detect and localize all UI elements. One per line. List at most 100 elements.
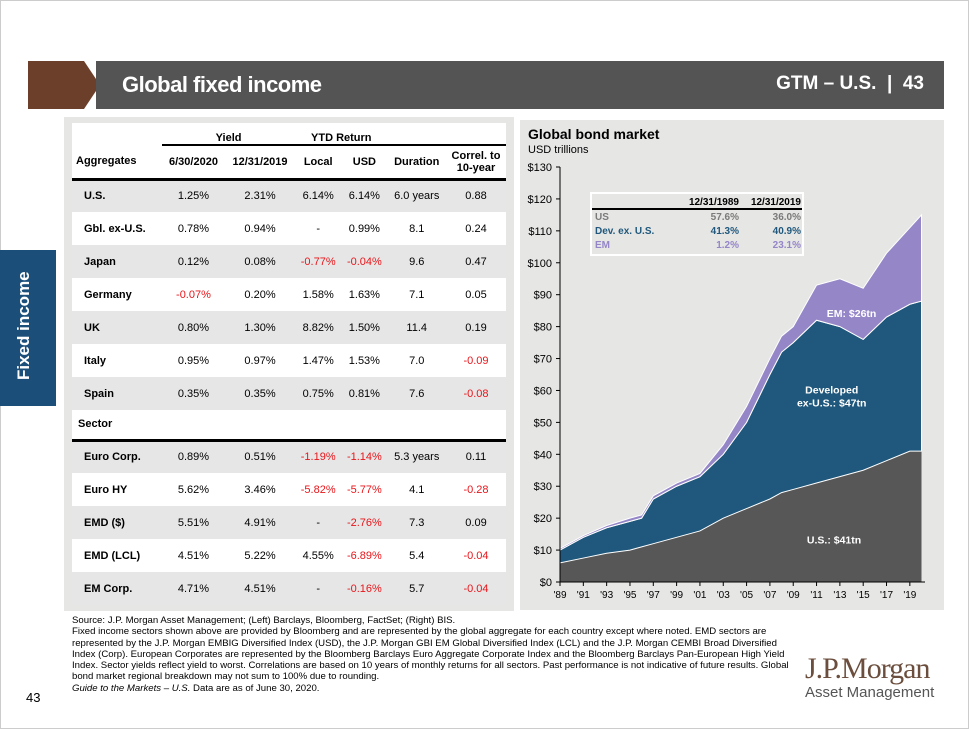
cell-value: 0.12%: [162, 245, 225, 278]
x-tick-label: '01: [693, 590, 706, 601]
methodology-note: Fixed income sectors shown above are pro…: [72, 626, 789, 683]
cell-value: 1.58%: [302, 288, 334, 301]
cell-value: -: [316, 222, 321, 235]
cell-value: 4.51%: [177, 549, 210, 562]
cell-value: 7.6: [387, 377, 446, 410]
y-tick-label: $100: [528, 258, 552, 270]
cell-value: -0.09: [463, 354, 489, 367]
cell-value: 8.1: [409, 222, 425, 235]
legend-cell: Dev. ex. U.S.: [595, 225, 655, 237]
row-label: Euro Corp.: [72, 440, 163, 473]
legend-row: US 57.6% 36.0%: [592, 210, 802, 224]
cell-value: 0.95%: [177, 354, 210, 367]
x-tick-label: '05: [740, 590, 753, 601]
gtm-label: GTM – U.S. | 43: [776, 73, 924, 94]
y-tick-label: $40: [534, 449, 552, 461]
cell-value: 0.35%: [224, 377, 296, 410]
column-header: Duration: [387, 145, 446, 181]
legend-cell: 40.9%: [772, 225, 801, 237]
cell-value: 9.6: [387, 245, 446, 278]
cell-value: -1.14%: [341, 440, 388, 473]
chart-svg: $0 $10 $20 $30 $40 $50 $60 $70 $80 $90 $100 $110 $12…: [528, 162, 925, 601]
row-label: EMD ($): [72, 506, 163, 539]
x-tick-label: '03: [717, 590, 730, 601]
cell-value: 4.91%: [224, 506, 296, 539]
y-tick-label: $50: [534, 417, 552, 429]
y-tick-label: $80: [534, 322, 552, 334]
sector-heading: Sector: [72, 410, 506, 442]
area-em: [559, 213, 923, 551]
cell-value: 0.20%: [244, 288, 276, 301]
y-tick-label: $130: [528, 162, 552, 174]
cell-value: -0.08: [446, 377, 506, 410]
series-label: U.S.: $41tn: [807, 535, 861, 547]
table-row: U.S. 1.25% 2.31% 6.14% 6.14% 6.0 years 0.88: [72, 179, 506, 212]
footnotes: Source: J.P. Morgan Asset Management; (L…: [72, 615, 802, 694]
cell-value: 5.22%: [244, 549, 276, 562]
legend-row: Dev. ex. U.S. 41.3% 40.9%: [592, 224, 802, 238]
cell-value: 1.53%: [348, 354, 380, 367]
cell-value: 4.1: [409, 483, 425, 496]
cell-value: -6.89%: [346, 549, 382, 562]
area-u-s-: [560, 451, 922, 582]
column-header: Aggregates: [72, 145, 163, 181]
cell-value: 1.25%: [162, 179, 225, 212]
cell-value: 0.09: [446, 506, 506, 539]
global-bond-market-chart: Global bond market USD trillions $0 $10 $2…: [520, 120, 944, 610]
y-tick-label: $70: [534, 354, 552, 366]
row-label: EM Corp.: [72, 572, 163, 605]
cell-value: -: [295, 506, 342, 539]
cell-value: 1.30%: [224, 311, 296, 344]
legend-cell: 23.1%: [772, 239, 801, 251]
cell-value: 4.71%: [162, 572, 225, 605]
table-row: Gbl. ex-U.S. 0.78% 0.94% - 0.99% 8.1 0.24: [72, 212, 506, 245]
legend-header: 12/31/1989: [688, 197, 739, 208]
x-tick-label: '13: [833, 590, 846, 601]
source-note: Source: J.P. Morgan Asset Management; (L…: [72, 615, 456, 626]
x-tick-label: '91: [577, 590, 590, 601]
cell-value: -5.77%: [346, 483, 382, 496]
share-legend-table: 12/31/1989 12/31/2019 US 57.6% 36.0% Dev. ex.…: [590, 192, 804, 256]
legend-cell: 41.3%: [710, 225, 739, 237]
column-header: USD: [341, 145, 388, 181]
cell-value: 0.05: [465, 288, 487, 301]
x-tick-label: '93: [600, 590, 613, 601]
x-tick-label: '89: [553, 590, 566, 601]
cell-value: 5.4: [409, 549, 425, 562]
y-tick-label: $110: [528, 226, 552, 238]
series-label: EM: $26tn: [827, 308, 877, 320]
cell-value: 4.55%: [302, 549, 334, 562]
header-bar: Global fixed income GTM – U.S. | 43: [96, 61, 944, 109]
jpmorgan-logo: J.P.Morgan Asset Management: [805, 652, 935, 701]
legend-row: EM 1.2% 23.1%: [592, 238, 802, 252]
cell-value: 5.3 years: [387, 440, 446, 473]
chart-title: Global bond market: [528, 126, 660, 142]
x-tick-label: '15: [857, 590, 870, 601]
chart-ylabel: USD trillions: [528, 144, 589, 156]
cell-value: 0.24: [465, 222, 487, 235]
column-header: Correl. to 10-year: [446, 145, 506, 181]
y-tick-label: $20: [534, 513, 552, 525]
cell-value: 0.08%: [224, 245, 296, 278]
cell-value: 0.97%: [244, 354, 276, 367]
legend-cell: 36.0%: [772, 211, 801, 223]
x-tick-label: '95: [623, 590, 636, 601]
table-row: Germany -0.07% 0.20% 1.58% 1.63% 7.1 0.05: [72, 278, 506, 311]
cell-value: -5.82%: [300, 483, 336, 496]
x-tick-label: '17: [880, 590, 893, 601]
cell-value: 0.89%: [162, 440, 225, 473]
legend-cell: EM: [595, 239, 610, 251]
table-row: Euro HY 5.62% 3.46% -5.82% -5.77% 4.1 -0.28: [72, 473, 506, 506]
table-row: Italy 0.95% 0.97% 1.47% 1.53% 7.0 -0.09: [72, 344, 506, 377]
row-label: UK: [72, 311, 163, 344]
cell-value: 1.47%: [302, 354, 334, 367]
table-row: Spain 0.35% 0.35% 0.75% 0.81% 7.6 -0.08: [72, 377, 506, 410]
cell-value: 0.81%: [341, 377, 388, 410]
y-tick-label: $30: [534, 481, 552, 493]
legend-cell: US: [595, 211, 609, 223]
x-tick-label: '97: [647, 590, 660, 601]
side-tab: Fixed income: [0, 250, 56, 406]
table-row: EMD (LCL) 4.51% 5.22% 4.55% -6.89% 5.4 -0.04: [72, 539, 506, 572]
asof-note: Guide to the Markets – U.S. Data are as …: [72, 682, 320, 694]
cell-value: 0.99%: [348, 222, 380, 235]
